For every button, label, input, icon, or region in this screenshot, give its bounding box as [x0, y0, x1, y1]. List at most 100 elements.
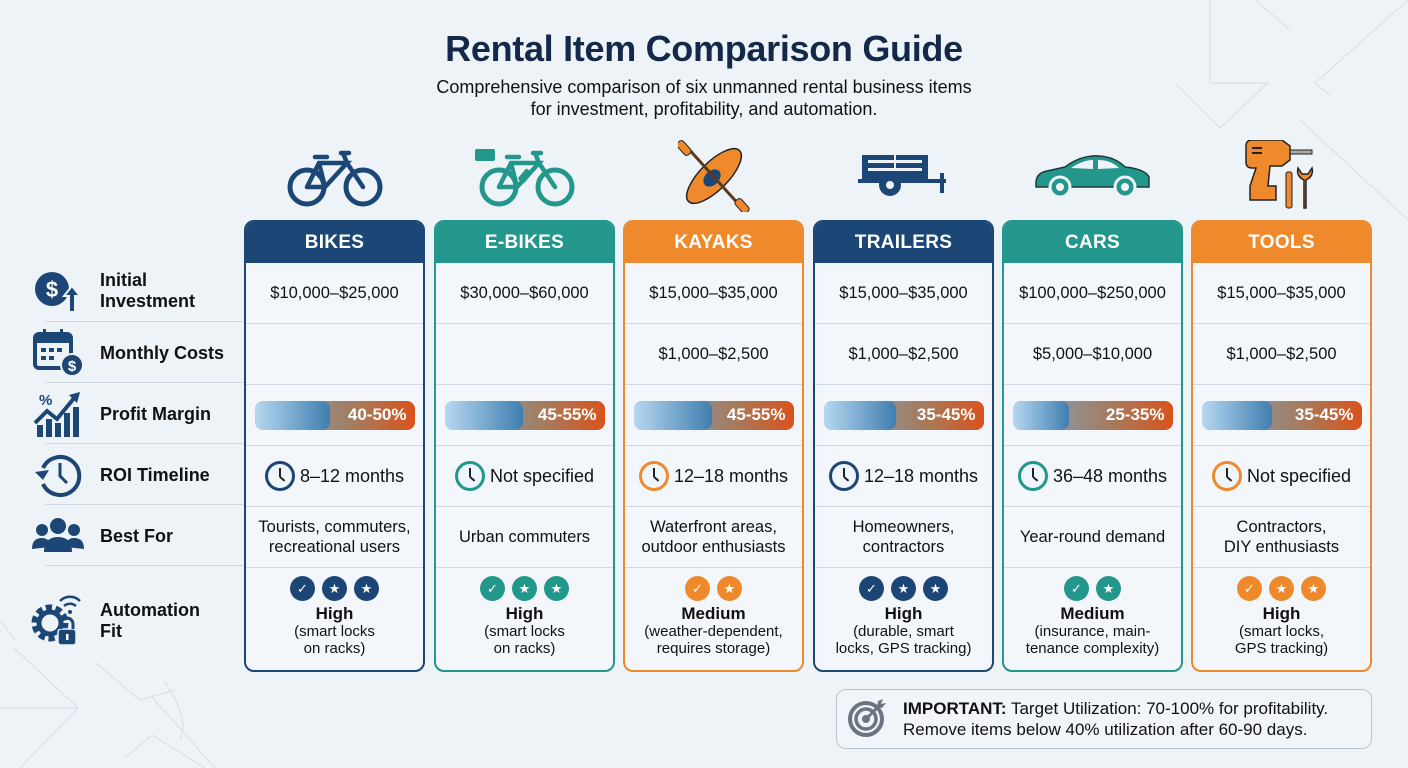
cell-automation-fit: ✓ ★ Medium (insurance, main- tenance comp… [1004, 568, 1181, 670]
clock-icon [1211, 461, 1242, 491]
cell-monthly-costs [436, 324, 613, 385]
cell-initial-investment: $15,000–$35,000 [625, 263, 802, 324]
cell-profit-margin: 45-55% [625, 385, 802, 446]
clock-icon [638, 461, 669, 491]
cell-roi-timeline: Not specified [436, 446, 613, 507]
cell-profit-margin: 45-55% [436, 385, 613, 446]
cell-best-for: Waterfront areas, outdoor enthusiasts [625, 507, 802, 568]
cell-roi-timeline: 8–12 months [246, 446, 423, 507]
star-badge-icon: ★ [891, 576, 916, 601]
cell-best-for: Contractors, DIY enthusiasts [1193, 507, 1370, 568]
profit-margin-bar: 40-50% [254, 400, 415, 430]
important-note: IMPORTANT: Target Utilization: 70-100% f… [836, 689, 1372, 749]
cell-automation-fit: ✓ ★ ★ High (smart locks, GPS tracking) [1193, 568, 1370, 670]
cell-profit-margin: 40-50% [246, 385, 423, 446]
users-group-icon [30, 511, 86, 561]
row-divider [45, 382, 245, 383]
cell-profit-margin: 35-45% [1193, 385, 1370, 446]
star-badge-icon: ★ [322, 576, 347, 601]
profit-margin-bar: 45-55% [444, 400, 605, 430]
star-badge-icon: ★ [354, 576, 379, 601]
item-card: CARS $100,000–$250,000 $5,000–$10,000 25… [1002, 220, 1183, 672]
item-card: TOOLS $15,000–$35,000 $1,000–$2,500 35-4… [1191, 220, 1372, 672]
svg-text:$: $ [68, 358, 77, 375]
check-badge-icon: ✓ [685, 576, 710, 601]
row-label-initial-investment: $ Initial Investment [30, 265, 245, 317]
clock-icon [454, 461, 485, 491]
profit-margin-bar: 25-35% [1012, 400, 1173, 430]
automation-badges: ✓ ★ ★ [480, 576, 569, 601]
row-divider [45, 443, 245, 444]
cell-best-for: Tourists, commuters, recreational users [246, 507, 423, 568]
row-label-profit-margin: % Profit Margin [30, 388, 245, 440]
clock-icon [1017, 461, 1048, 491]
profit-margin-fill [1201, 400, 1272, 430]
item-header: CARS [1004, 222, 1181, 263]
item-header: TRAILERS [815, 222, 992, 263]
calendar-dollar-icon: $ [30, 328, 86, 378]
power-drill-tools-icon [1191, 140, 1372, 212]
row-divider [45, 504, 245, 505]
cell-profit-margin: 35-45% [815, 385, 992, 446]
svg-text:%: % [39, 392, 52, 409]
cell-profit-margin: 25-35% [1004, 385, 1181, 446]
automation-badges: ✓ ★ ★ [290, 576, 379, 601]
cell-roi-timeline: 12–18 months [815, 446, 992, 507]
item-header: E-BIKES [436, 222, 613, 263]
cell-initial-investment: $100,000–$250,000 [1004, 263, 1181, 324]
cell-best-for: Homeowners, contractors [815, 507, 992, 568]
cell-automation-fit: ✓ ★ ★ High (durable, smart locks, GPS trac… [815, 568, 992, 670]
cell-monthly-costs: $1,000–$2,500 [1193, 324, 1370, 385]
row-label-automation-fit: Automation Fit [30, 590, 245, 652]
e-bike-icon [434, 140, 615, 212]
cell-roi-timeline: 12–18 months [625, 446, 802, 507]
profit-margin-bar: 45-55% [633, 400, 794, 430]
cell-best-for: Urban commuters [436, 507, 613, 568]
profit-margin-fill [254, 400, 330, 430]
item-card: E-BIKES $30,000–$60,000 45-55% Not speci… [434, 220, 615, 672]
star-badge-icon: ★ [923, 576, 948, 601]
star-badge-icon: ★ [717, 576, 742, 601]
kayak-icon [623, 140, 804, 212]
target-icon [847, 696, 889, 743]
history-clock-icon [30, 450, 86, 500]
gear-lock-wifi-icon [30, 595, 86, 646]
row-label-roi-timeline: ROI Timeline [30, 449, 245, 501]
star-badge-icon: ★ [1301, 576, 1326, 601]
bicycle-icon [244, 140, 425, 212]
cell-monthly-costs: $5,000–$10,000 [1004, 324, 1181, 385]
page-subtitle: Comprehensive comparison of six unmanned… [436, 77, 972, 119]
row-divider [45, 321, 245, 322]
profit-margin-bar: 35-45% [823, 400, 984, 430]
page-title: Rental Item Comparison Guide [445, 28, 963, 69]
cell-monthly-costs: $1,000–$2,500 [815, 324, 992, 385]
cell-best-for: Year-round demand [1004, 507, 1181, 568]
clock-icon [828, 461, 859, 491]
item-column-cars: CARS $100,000–$250,000 $5,000–$10,000 25… [1002, 155, 1183, 672]
check-badge-icon: ✓ [1237, 576, 1262, 601]
item-column-kayaks: KAYAKS $15,000–$35,000 $1,000–$2,500 45-… [623, 140, 804, 672]
automation-badges: ✓ ★ [685, 576, 742, 601]
check-badge-icon: ✓ [1064, 576, 1089, 601]
profit-margin-fill [1012, 400, 1069, 430]
cell-initial-investment: $15,000–$35,000 [815, 263, 992, 324]
profit-margin-fill [823, 400, 896, 430]
cell-automation-fit: ✓ ★ ★ High (smart locks on racks) [246, 568, 423, 670]
cell-roi-timeline: 36–48 months [1004, 446, 1181, 507]
automation-badges: ✓ ★ [1064, 576, 1121, 601]
row-label-best-for: Best For [30, 510, 245, 562]
svg-text:$: $ [46, 277, 58, 302]
item-header: BIKES [246, 222, 423, 263]
profit-margin-fill [444, 400, 523, 430]
trailer-icon [813, 140, 994, 212]
cell-roi-timeline: Not specified [1193, 446, 1370, 507]
check-badge-icon: ✓ [480, 576, 505, 601]
star-badge-icon: ★ [1096, 576, 1121, 601]
item-column-tools: TOOLS $15,000–$35,000 $1,000–$2,500 35-4… [1191, 140, 1372, 672]
item-card: TRAILERS $15,000–$35,000 $1,000–$2,500 3… [813, 220, 994, 672]
item-column-e-bikes: E-BIKES $30,000–$60,000 45-55% Not speci… [434, 149, 615, 672]
car-icon [1002, 140, 1183, 212]
chart-trend-up-icon: % [30, 389, 86, 439]
star-badge-icon: ★ [1269, 576, 1294, 601]
item-column-trailers: TRAILERS $15,000–$35,000 $1,000–$2,500 3… [813, 155, 994, 672]
